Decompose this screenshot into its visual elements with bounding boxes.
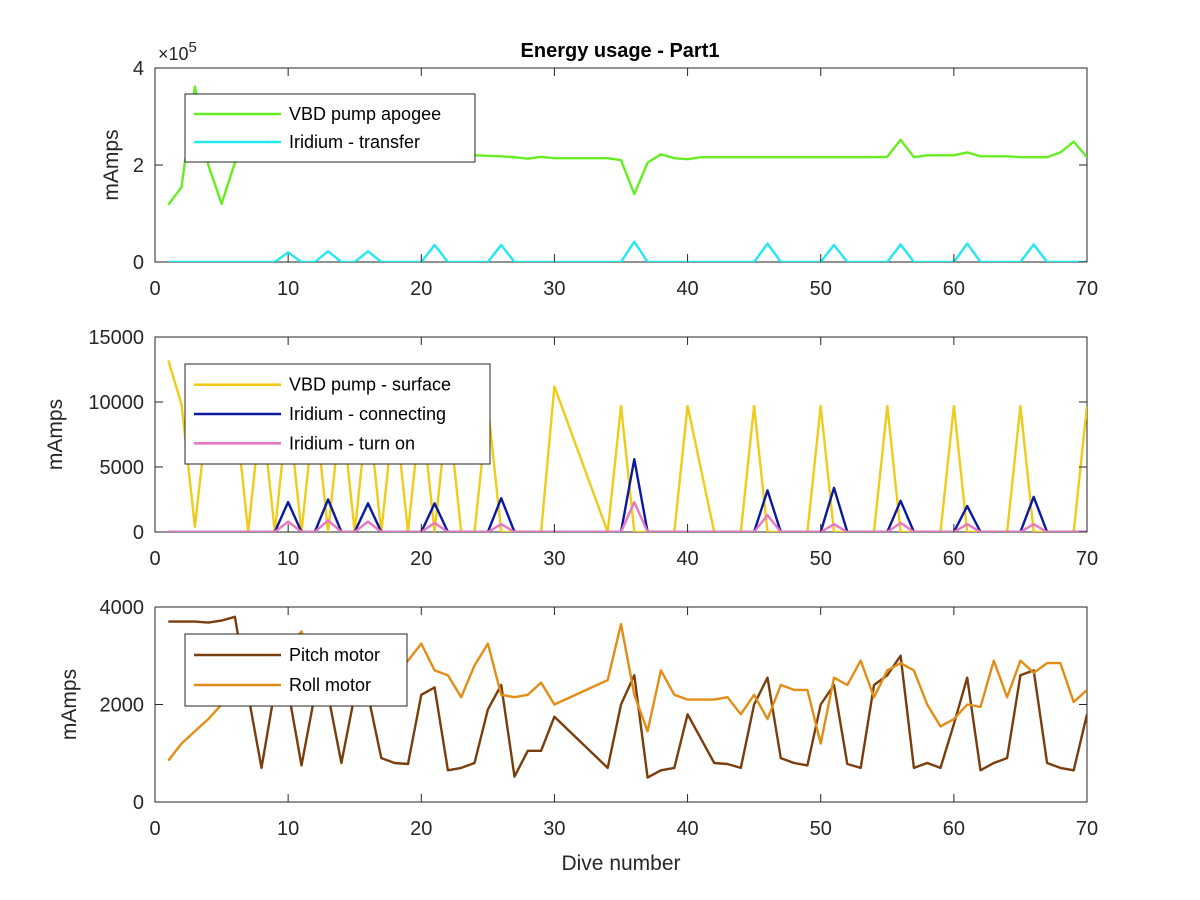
x-tick-label: 20 xyxy=(410,278,432,300)
legend-box xyxy=(184,633,408,707)
y-exponent-label: ×105 xyxy=(158,39,197,64)
y-axis-label: mAmps xyxy=(58,669,81,740)
y-tick-label: 0 xyxy=(133,792,144,814)
x-tick-label: 30 xyxy=(543,548,565,570)
subplots: 0 10 20 30 40 50 60 70 0 2 4 ×105 mAmps VBD pump apog… xyxy=(44,39,1098,875)
series-line-2 xyxy=(168,240,1087,262)
y-tick-label: 0 xyxy=(133,252,144,274)
y-tick-label: 0 xyxy=(133,522,144,544)
legend-entry-label: Pitch motor xyxy=(289,645,380,665)
y-axis-label: mAmps xyxy=(44,399,67,470)
x-tick-label: 0 xyxy=(149,278,160,300)
legend-box xyxy=(184,93,476,163)
subplot-1: 0 10 20 30 40 50 60 70 0 2 4 ×105 mAmps VBD pump apog… xyxy=(100,39,1098,300)
y-tick-label: 15000 xyxy=(88,327,144,349)
legend: Pitch motor Roll motor xyxy=(184,633,408,707)
subplot-2: 0 10 20 30 40 50 60 70 0 5000 10000 15000 mAmps VBD p… xyxy=(44,327,1098,570)
legend-entry-label: Iridium - transfer xyxy=(289,132,420,152)
x-tick-label: 50 xyxy=(810,818,832,840)
legend-entry-label: Iridium - connecting xyxy=(289,404,446,424)
x-tick-label: 0 xyxy=(149,548,160,570)
y-tick-label: 5000 xyxy=(100,457,145,479)
x-tick-label: 50 xyxy=(810,548,832,570)
series-line-3 xyxy=(168,500,1087,532)
x-tick-label: 70 xyxy=(1076,278,1098,300)
x-tick-label: 10 xyxy=(277,278,299,300)
series-line-2 xyxy=(168,458,1087,532)
legend: VBD pump apogee Iridium - transfer xyxy=(184,93,476,163)
y-tick-label: 10000 xyxy=(88,392,144,414)
subplot-3: 0 10 20 30 40 50 60 70 0 2000 4000 mAmps Dive number… xyxy=(58,597,1098,875)
x-tick-label: 30 xyxy=(543,818,565,840)
x-tick-label: 10 xyxy=(277,548,299,570)
x-tick-label: 70 xyxy=(1076,548,1098,570)
x-tick-label: 60 xyxy=(943,818,965,840)
figure-title: Energy usage - Part1 xyxy=(521,40,720,62)
x-tick-label: 40 xyxy=(676,278,698,300)
x-tick-label: 40 xyxy=(676,818,698,840)
x-tick-label: 10 xyxy=(277,818,299,840)
x-tick-label: 0 xyxy=(149,818,160,840)
x-tick-label: 60 xyxy=(943,548,965,570)
legend-entry-label: VBD pump apogee xyxy=(289,104,441,124)
x-tick-label: 20 xyxy=(410,818,432,840)
x-tick-label: 50 xyxy=(810,278,832,300)
legend-entry-label: Roll motor xyxy=(289,675,371,695)
legend-entry-label: VBD pump - surface xyxy=(289,375,451,395)
x-tick-label: 70 xyxy=(1076,818,1098,840)
x-tick-label: 30 xyxy=(543,278,565,300)
x-tick-label: 20 xyxy=(410,548,432,570)
legend-entry-label: Iridium - turn on xyxy=(289,433,415,453)
y-tick-label: 4000 xyxy=(100,597,145,619)
y-axis-label: mAmps xyxy=(100,129,123,200)
legend: VBD pump - surface Iridium - connecting Ir… xyxy=(184,363,491,465)
x-tick-label: 60 xyxy=(943,278,965,300)
y-tick-label: 4 xyxy=(133,58,144,80)
y-tick-label: 2 xyxy=(133,155,144,177)
x-axis-label: Dive number xyxy=(561,852,680,875)
x-tick-label: 40 xyxy=(676,548,698,570)
y-tick-label: 2000 xyxy=(100,695,145,717)
